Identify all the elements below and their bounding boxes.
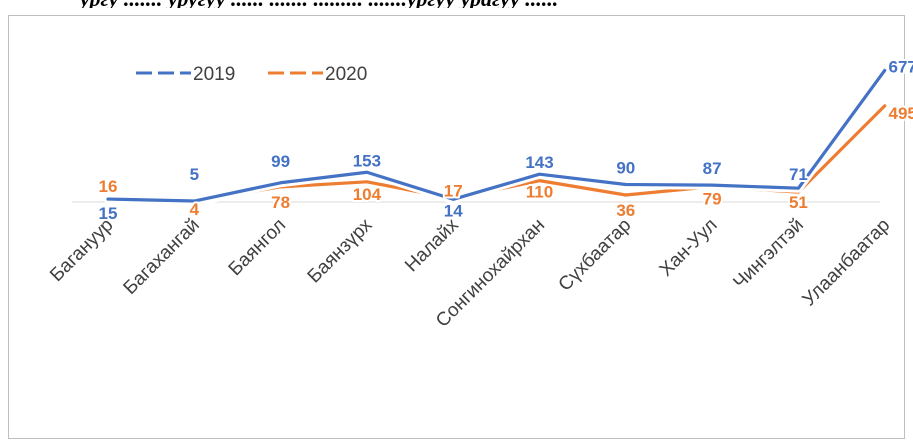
data-label-halo-2019-6: 90 — [616, 159, 635, 178]
category-label-6: Сүхбаатар — [555, 215, 636, 296]
data-label-2019-4: 14 — [444, 201, 463, 220]
category-label-8: Чингэлтэй — [729, 215, 808, 294]
data-label-halo-2020-3: 104 — [353, 185, 382, 204]
legend-label-2020: 2020 — [325, 64, 367, 85]
data-label-halo-2020-1: 4 — [190, 200, 200, 219]
data-label-2019-8: 71 — [789, 165, 808, 184]
data-label-2019-0: 15 — [99, 204, 118, 223]
data-label-halo-2019-8: 71 — [789, 165, 808, 184]
data-label-halo-2020-2: 78 — [271, 193, 290, 212]
category-label-2: Баянгол — [225, 215, 290, 280]
series-glow-2019 — [103, 65, 890, 206]
category-label-4: Налайх — [401, 214, 463, 276]
data-label-halo-2019-7: 87 — [703, 159, 722, 178]
data-label-halo-2019-5: 143 — [525, 153, 553, 172]
legend-label-2019: 2019 — [193, 64, 235, 85]
data-label-halo-2020-9: 495 — [889, 104, 913, 123]
category-label-1: Багахангай — [120, 215, 204, 299]
data-label-2019-3: 153 — [353, 151, 381, 170]
data-label-2020-5: 110 — [526, 183, 553, 202]
data-label-2020-9: 495 — [889, 104, 913, 123]
data-label-2019-9: 677 — [889, 57, 913, 76]
category-label-0: Багануур — [46, 215, 117, 286]
data-label-halo-2019-0: 15 — [99, 204, 118, 223]
category-label-3: Баянзүрх — [304, 214, 377, 287]
data-label-2020-1: 4 — [190, 200, 200, 219]
data-label-2019-2: 99 — [271, 152, 290, 171]
data-label-halo-2020-5: 110 — [526, 183, 553, 202]
data-label-halo-2020-8: 51 — [789, 193, 808, 212]
data-label-2020-0: 16 — [99, 177, 118, 196]
category-label-9: Улаанбаатар — [799, 215, 895, 311]
data-label-2020-6: 36 — [616, 201, 635, 220]
data-label-halo-2020-7: 79 — [703, 190, 722, 209]
data-label-halo-2020-0: 16 — [99, 177, 118, 196]
data-label-halo-2019-4: 14 — [444, 201, 463, 220]
series-line-2019 — [106, 68, 887, 203]
data-label-2020-3: 104 — [353, 185, 382, 204]
legend: 2019 2020 — [136, 64, 367, 85]
data-label-halo-2019-3: 153 — [353, 151, 381, 170]
category-labels-layer: Багануур Багахангай Баянгол Баянзүрх Налайх С… — [46, 214, 894, 331]
data-label-halo-2019-2: 99 — [271, 152, 290, 171]
data-label-halo-2020-4: 17 — [444, 182, 463, 201]
data-label-2020-2: 78 — [271, 193, 290, 212]
data-label-halo-2019-1: 5 — [190, 165, 199, 184]
series-layer — [103, 65, 890, 206]
data-label-2019-7: 87 — [703, 159, 722, 178]
category-label-7: Хан-Уул — [656, 215, 722, 281]
data-label-2019-5: 143 — [525, 153, 553, 172]
data-label-2020-8: 51 — [789, 193, 808, 212]
data-label-2019-6: 90 — [616, 159, 635, 178]
data-label-halo-2020-6: 36 — [616, 201, 635, 220]
data-label-2020-7: 79 — [703, 190, 722, 209]
data-label-2019-1: 5 — [190, 165, 199, 184]
figure-title-fragment: ургу ....... уругуу ...... ....... .....… — [80, 0, 720, 8]
data-label-halo-2019-9: 677 — [889, 57, 913, 76]
data-label-2020-4: 17 — [444, 182, 463, 201]
chart-frame — [8, 15, 905, 439]
